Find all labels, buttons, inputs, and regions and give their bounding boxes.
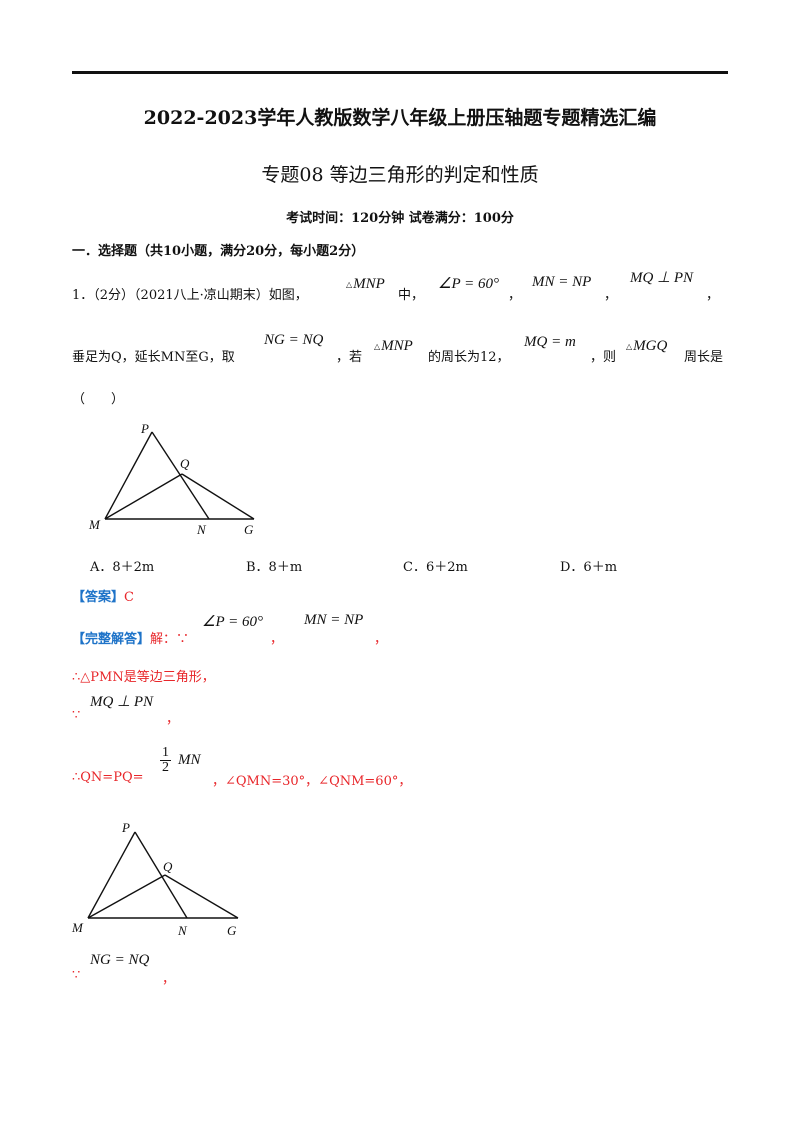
comma: ， (374, 632, 388, 647)
comma: ， (162, 972, 176, 987)
solution-jie: 解：∵ (150, 632, 190, 647)
segment-qg (164, 874, 239, 919)
text-ze: ，则 (590, 350, 617, 365)
segment-mq (87, 874, 166, 919)
math-text: MNP (381, 338, 413, 354)
text-zhong: 中， (398, 288, 425, 303)
answer-label: 【答案】 (72, 590, 125, 605)
math-ng-eq-nq: NG = NQ (264, 332, 324, 348)
segment-qg (181, 473, 255, 520)
math-mq-perp-pn: MQ ⊥ PN (630, 270, 694, 286)
comma: ， (706, 288, 720, 303)
solution-line-4-prefix: ∴QN=PQ= (72, 770, 144, 785)
answer-blank: （ ） (72, 392, 125, 407)
math-triangle-mnp-2: △MNP (374, 338, 413, 355)
label-m: M (71, 920, 84, 935)
solution-fraction-half: 1 2 (160, 746, 171, 775)
question-number: 1．（2分）（2021八上·凉山期末）如图， (72, 288, 308, 303)
comma: ， (270, 632, 284, 647)
text-ruo: ，若 (336, 350, 363, 365)
math-text: MNP (353, 276, 385, 292)
because-symbol: ∵ (72, 708, 81, 723)
math-triangle-mnp: △MNP (346, 276, 385, 293)
solution-math-angle: ∠P = 60° (202, 614, 263, 630)
comma: ， (166, 712, 180, 727)
answer-line: 【答案】C (72, 586, 134, 605)
segment-mq (104, 473, 183, 520)
text-foot: 垂足为Q，延长MN至G，取 (72, 350, 235, 365)
answer-value: C (124, 590, 134, 605)
label-n: N (177, 923, 188, 938)
solution-math-mn-np: MN = NP (304, 612, 364, 628)
fraction-numerator: 1 (160, 745, 171, 761)
fraction-denominator: 2 (162, 760, 169, 775)
math-triangle-mgq: △MGQ (626, 338, 667, 355)
fraction: 1 2 (160, 746, 171, 775)
header-rule (72, 71, 728, 74)
segment-pn (134, 831, 188, 919)
document-title: 2022-2023学年人教版数学八年级上册压轴题专题精选汇编 (143, 107, 657, 129)
segment-mp (104, 431, 153, 520)
document-subtitle: 专题08 等边三角形的判定和性质 (261, 164, 539, 186)
label-p: P (121, 820, 130, 835)
choice-d: D．6＋m (560, 560, 618, 575)
triangle-figure-1: P Q M N G (88, 421, 255, 537)
solution-line-1: 【完整解答】解：∵ (72, 628, 189, 647)
label-g: G (244, 522, 254, 537)
label-q: Q (163, 859, 173, 874)
choice-b: B．8＋m (246, 560, 303, 575)
solution-label: 【完整解答】 (72, 632, 151, 647)
solution-line-2: ∴△PMN是等边三角形， (72, 670, 215, 685)
math-text: MGQ (633, 338, 668, 354)
label-g: G (227, 923, 237, 938)
choice-a: A．8＋2m (90, 560, 155, 575)
label-m: M (88, 517, 101, 532)
math-mn-eq-np: MN = NP (532, 274, 592, 290)
text-perimeter: 的周长为12， (428, 350, 510, 365)
triangle-symbol: △ (346, 280, 353, 289)
text-zhouchang: 周长是 (684, 350, 724, 365)
segment-mp (87, 831, 136, 919)
exam-info: 考试时间：120分钟 试卷满分：100分 (286, 211, 514, 226)
solution-line-4-suffix: ，∠QMN=30°，∠QNM=60°， (212, 774, 412, 789)
label-p: P (140, 421, 149, 436)
solution-math-mn: MN (178, 752, 201, 768)
solution-math-ng-nq: NG = NQ (90, 952, 150, 968)
because-symbol: ∵ (72, 968, 81, 983)
comma: ， (508, 288, 522, 303)
solution-math-mq-perp: MQ ⊥ PN (90, 694, 154, 710)
triangle-symbol: △ (374, 342, 381, 351)
comma: ， (604, 288, 618, 303)
choice-c: C．6＋2m (403, 560, 468, 575)
math-angle-p: ∠P = 60° (438, 276, 499, 292)
math-mq-eq-m: MQ = m (524, 334, 576, 350)
label-n: N (196, 522, 207, 537)
triangle-figure-2: P Q M N G (71, 820, 239, 938)
triangle-symbol: △ (626, 342, 633, 351)
label-q: Q (180, 456, 190, 471)
section-heading: 一．选择题（共10小题，满分20分，每小题2分） (72, 244, 365, 259)
